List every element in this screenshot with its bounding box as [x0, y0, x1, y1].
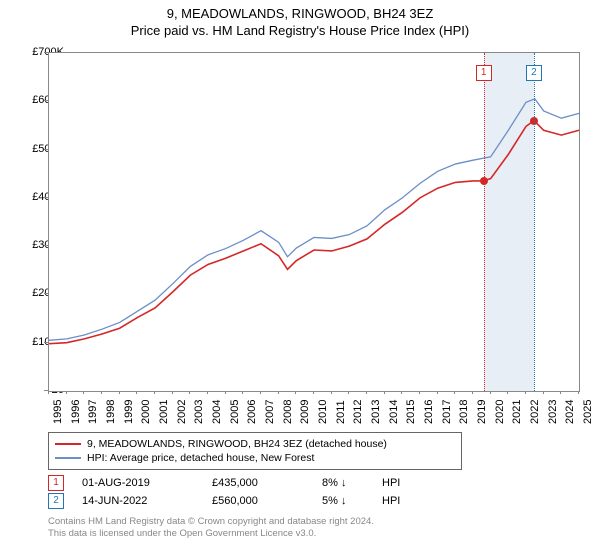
plot-area: 12 — [48, 52, 580, 392]
x-axis-label: 1996 — [70, 400, 82, 424]
arrow-down-icon: ↓ — [341, 495, 347, 507]
x-axis-label: 2013 — [370, 400, 382, 424]
x-axis-label: 2025 — [582, 400, 594, 424]
x-axis-label: 2012 — [352, 400, 364, 424]
x-axis-label: 2018 — [458, 400, 470, 424]
sale-date: 01-AUG-2019 — [82, 477, 212, 489]
sales-table: 1 01-AUG-2019 £435,000 8% ↓ HPI 2 14-JUN… — [48, 474, 578, 510]
x-axis-label: 2016 — [423, 400, 435, 424]
x-axis-label: 2007 — [264, 400, 276, 424]
x-axis-label: 1997 — [87, 400, 99, 424]
x-axis-label: 2021 — [511, 400, 523, 424]
delta-value: 5% — [322, 495, 338, 507]
x-axis-label: 1995 — [52, 400, 64, 424]
chart-container: 9, MEADOWLANDS, RINGWOOD, BH24 3EZ Price… — [0, 0, 600, 560]
x-axis-label: 2015 — [405, 400, 417, 424]
arrow-down-icon: ↓ — [341, 477, 347, 489]
series-price_paid — [49, 121, 579, 344]
attribution: Contains HM Land Registry data © Crown c… — [48, 516, 578, 540]
legend-swatch — [55, 457, 81, 459]
x-axis-label: 2022 — [529, 400, 541, 424]
delta-value: 8% — [322, 477, 338, 489]
sale-ref: HPI — [382, 477, 400, 489]
sale-price: £560,000 — [212, 495, 322, 507]
event-line — [484, 53, 485, 391]
event-marker-icon: 1 — [476, 65, 492, 81]
chart-subtitle: Price paid vs. HM Land Registry's House … — [0, 23, 600, 38]
event-marker-icon: 2 — [526, 65, 542, 81]
legend-label: 9, MEADOWLANDS, RINGWOOD, BH24 3EZ (deta… — [87, 438, 387, 450]
attribution-line: Contains HM Land Registry data © Crown c… — [48, 516, 578, 528]
x-axis-label: 2008 — [282, 400, 294, 424]
attribution-line: This data is licensed under the Open Gov… — [48, 528, 578, 540]
legend-swatch — [55, 443, 81, 445]
x-axis-label: 2009 — [299, 400, 311, 424]
x-axis-label: 2020 — [494, 400, 506, 424]
line-series — [49, 53, 579, 391]
marker-icon: 2 — [48, 493, 64, 509]
x-axis-label: 1999 — [123, 400, 135, 424]
marker-number: 1 — [53, 477, 59, 488]
table-row: 1 01-AUG-2019 £435,000 8% ↓ HPI — [48, 474, 578, 492]
x-axis-label: 2019 — [476, 400, 488, 424]
event-line — [534, 53, 535, 391]
marker-number: 2 — [53, 495, 59, 506]
x-axis-label: 2001 — [158, 400, 170, 424]
legend-label: HPI: Average price, detached house, New … — [87, 452, 314, 464]
legend-row: 9, MEADOWLANDS, RINGWOOD, BH24 3EZ (deta… — [55, 437, 455, 451]
chart-title: 9, MEADOWLANDS, RINGWOOD, BH24 3EZ — [0, 6, 600, 21]
legend-row: HPI: Average price, detached house, New … — [55, 451, 455, 465]
x-axis-label: 2011 — [335, 400, 347, 424]
x-axis-label: 2023 — [547, 400, 559, 424]
x-axis-label: 2010 — [317, 400, 329, 424]
x-axis-label: 2002 — [176, 400, 188, 424]
x-axis-label: 2006 — [246, 400, 258, 424]
sale-price: £435,000 — [212, 477, 322, 489]
x-axis-label: 2017 — [441, 400, 453, 424]
table-row: 2 14-JUN-2022 £560,000 5% ↓ HPI — [48, 492, 578, 510]
marker-icon: 1 — [48, 475, 64, 491]
x-axis-label: 2004 — [211, 400, 223, 424]
x-axis-label: 1998 — [105, 400, 117, 424]
x-axis-label: 2005 — [229, 400, 241, 424]
x-axis-label: 2014 — [388, 400, 400, 424]
sale-date: 14-JUN-2022 — [82, 495, 212, 507]
x-axis-label: 2000 — [140, 400, 152, 424]
x-axis-label: 2024 — [564, 400, 576, 424]
title-block: 9, MEADOWLANDS, RINGWOOD, BH24 3EZ Price… — [0, 0, 600, 38]
sale-ref: HPI — [382, 495, 400, 507]
sale-delta: 5% ↓ — [322, 495, 382, 507]
legend: 9, MEADOWLANDS, RINGWOOD, BH24 3EZ (deta… — [48, 432, 462, 470]
x-axis-label: 2003 — [193, 400, 205, 424]
sale-delta: 8% ↓ — [322, 477, 382, 489]
series-hpi — [49, 99, 579, 340]
